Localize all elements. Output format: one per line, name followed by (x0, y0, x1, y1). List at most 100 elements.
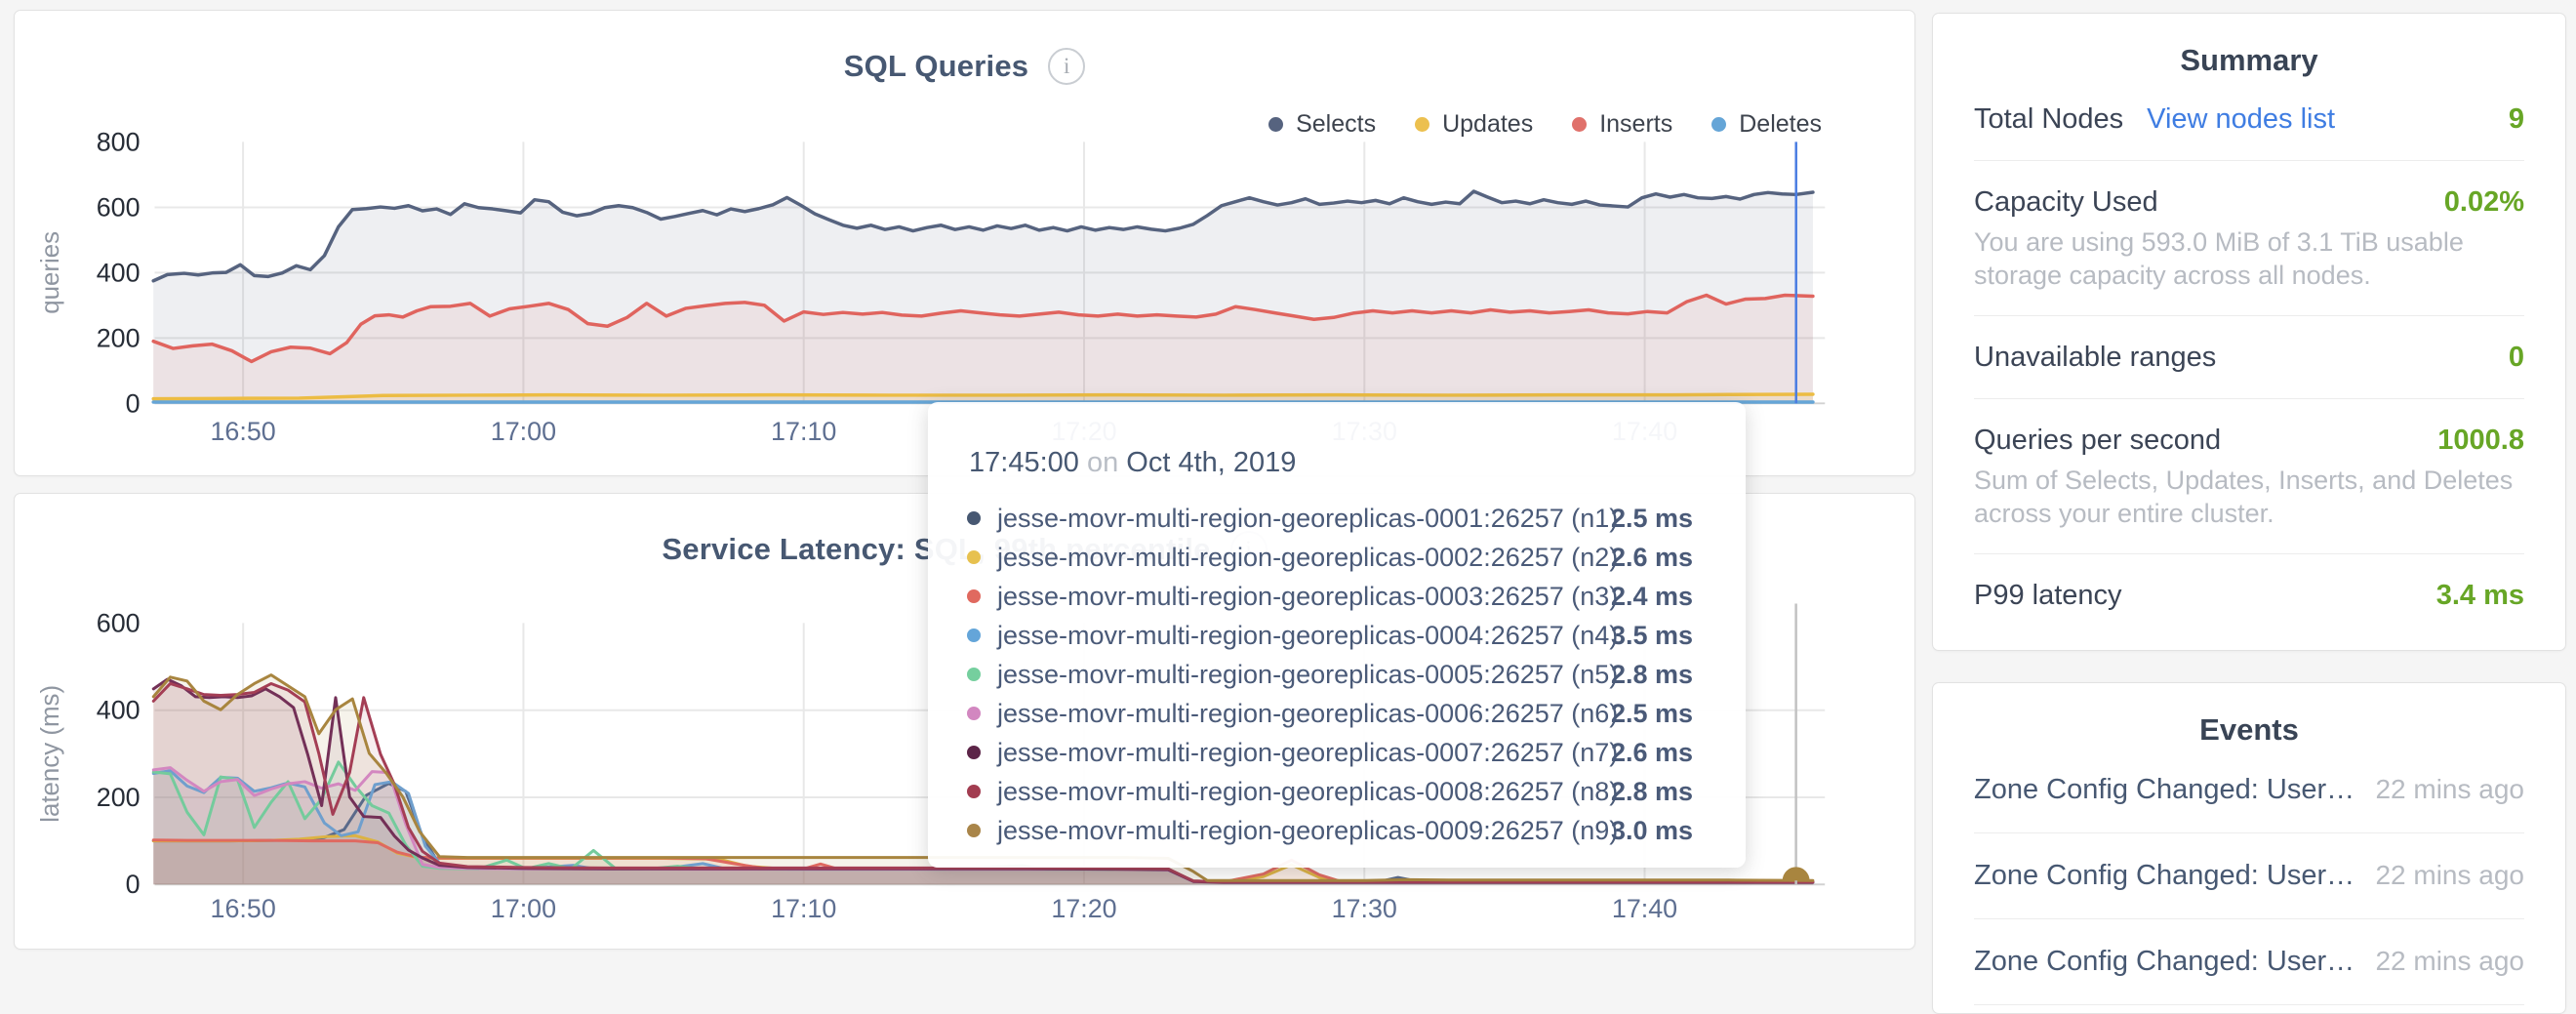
svg-text:200: 200 (97, 323, 141, 352)
qps-description: Sum of Selects, Updates, Inserts, and De… (1974, 466, 2514, 528)
tooltip-node-label: jesse-movr-multi-region-georeplicas-0002… (997, 542, 1619, 572)
tooltip-node-value: 2.8 ms (1611, 776, 1694, 806)
tooltip-row: jesse-movr-multi-region-georeplicas-0002… (967, 538, 1711, 577)
tooltip-node-value: 3.5 ms (1611, 620, 1694, 650)
legend-label: Updates (1442, 110, 1534, 138)
svg-text:600: 600 (97, 608, 141, 637)
event-time: 22 mins ago (2375, 774, 2524, 804)
svg-text:0: 0 (126, 388, 141, 418)
svg-text:17:00: 17:00 (491, 417, 556, 446)
event-label[interactable]: Zone Config Changed: User… (1974, 774, 2355, 805)
unavailable-ranges-label: Unavailable ranges (1974, 342, 2217, 373)
p99-latency-value: 3.4 ms (2435, 580, 2524, 611)
svg-text:queries: queries (37, 231, 64, 314)
tooltip-node-value: 2.4 ms (1611, 581, 1694, 611)
tooltip-node-label: jesse-movr-multi-region-georeplicas-0009… (997, 815, 1619, 845)
tooltip-node-value: 2.8 ms (1611, 659, 1694, 689)
tooltip-rows: jesse-movr-multi-region-georeplicas-0001… (967, 499, 1711, 850)
total-nodes-value: 9 (2508, 103, 2524, 135)
tooltip-node-label: jesse-movr-multi-region-georeplicas-0004… (997, 620, 1619, 650)
svg-text:17:30: 17:30 (1332, 894, 1397, 923)
svg-text:200: 200 (97, 783, 141, 812)
summary-row-capacity: Capacity Used 0.02% You are using 593.0 … (1974, 161, 2524, 316)
total-nodes-label: Total Nodes (1974, 103, 2124, 135)
sql-queries-panel: SQL Queries i Selects Updates Inserts Delet… (14, 10, 1915, 476)
tooltip-row: jesse-movr-multi-region-georeplicas-0007… (967, 733, 1711, 772)
sql-queries-chart-canvas[interactable]: 16:5017:0017:1017:2017:3017:408006004002… (15, 11, 1914, 475)
tooltip-row: jesse-movr-multi-region-georeplicas-0001… (967, 499, 1711, 538)
tooltip-conjunction: on (1086, 447, 1119, 478)
series-color-dot (967, 746, 981, 759)
tooltip-node-value: 2.6 ms (1611, 737, 1694, 767)
capacity-used-description: You are using 593.0 MiB of 3.1 TiB usabl… (1974, 227, 2464, 290)
tooltip-node-label: jesse-movr-multi-region-georeplicas-0006… (997, 698, 1619, 728)
svg-text:400: 400 (97, 258, 141, 287)
series-color-dot (967, 824, 981, 837)
event-row[interactable]: Zone Config Changed: User… 22 mins ago (1974, 748, 2524, 833)
series-color-dot (1415, 117, 1430, 132)
tooltip-row: jesse-movr-multi-region-georeplicas-0008… (967, 772, 1711, 811)
summary-title: Summary (2180, 43, 2318, 77)
series-color-dot (967, 629, 981, 642)
series-color-dot (1711, 117, 1727, 132)
series-color-dot (967, 785, 981, 798)
qps-label: Queries per second (1974, 425, 2222, 456)
capacity-used-label: Capacity Used (1974, 186, 2158, 218)
tooltip-node-label: jesse-movr-multi-region-georeplicas-0007… (997, 737, 1619, 767)
svg-text:0: 0 (126, 870, 141, 899)
legend-label: Deletes (1739, 110, 1822, 138)
event-label[interactable]: Zone Config Changed: User… (1974, 946, 2355, 977)
qps-value: 1000.8 (2437, 425, 2524, 456)
events-list: Zone Config Changed: User… 22 mins ago Zon… (1933, 748, 2565, 1005)
legend-label: Inserts (1599, 110, 1673, 138)
p99-latency-label: P99 latency (1974, 580, 2122, 611)
series-color-dot (967, 668, 981, 681)
tooltip-node-label: jesse-movr-multi-region-georeplicas-0001… (997, 503, 1619, 533)
svg-text:16:50: 16:50 (211, 894, 276, 923)
event-label[interactable]: Zone Config Changed: User… (1974, 860, 2355, 891)
tooltip-timestamp: 17:45:00 on Oct 4th, 2019 (969, 447, 1711, 479)
legend-item-selects[interactable]: Selects (1268, 110, 1376, 139)
svg-text:17:10: 17:10 (771, 417, 836, 446)
svg-text:17:20: 17:20 (1051, 894, 1116, 923)
tooltip-row: jesse-movr-multi-region-georeplicas-0009… (967, 811, 1711, 850)
series-color-dot (967, 589, 981, 603)
legend-item-inserts[interactable]: Inserts (1572, 110, 1672, 139)
svg-text:400: 400 (97, 696, 141, 725)
svg-text:800: 800 (97, 127, 141, 156)
cluster-overview-page: SQL Queries i Selects Updates Inserts Delet… (14, 10, 2566, 1014)
svg-text:17:10: 17:10 (771, 894, 836, 923)
service-latency-chart-canvas[interactable]: 16:50 17:00 17:10 17:20 17:30 17:40 600 400 200 0… (15, 494, 1914, 949)
tooltip-time: 17:45:00 (969, 447, 1079, 478)
series-color-dot (967, 550, 981, 564)
tooltip-node-value: 2.6 ms (1611, 542, 1694, 572)
tooltip-row: jesse-movr-multi-region-georeplicas-0006… (967, 694, 1711, 733)
tooltip-node-value: 2.5 ms (1611, 503, 1694, 533)
legend-item-updates[interactable]: Updates (1415, 110, 1533, 139)
unavailable-ranges-value: 0 (2508, 342, 2524, 373)
tooltip-row: jesse-movr-multi-region-georeplicas-0003… (967, 577, 1711, 616)
svg-text:17:00: 17:00 (491, 894, 556, 923)
view-nodes-list-link[interactable]: View nodes list (2147, 103, 2336, 135)
chart-hover-tooltip: 17:45:00 on Oct 4th, 2019 jesse-movr-mul… (928, 402, 1746, 868)
sql-queries-title: SQL Queries (843, 49, 1029, 83)
event-time: 22 mins ago (2375, 860, 2524, 890)
events-title: Events (2199, 712, 2299, 747)
svg-text:17:40: 17:40 (1612, 894, 1677, 923)
summary-panel: Summary Total Nodes View nodes list 9 Ca… (1932, 13, 2566, 651)
svg-text:latency (ms): latency (ms) (37, 685, 64, 823)
tooltip-node-value: 2.5 ms (1611, 698, 1694, 728)
series-color-dot (1572, 117, 1588, 132)
svg-text:16:50: 16:50 (210, 417, 275, 446)
event-row[interactable]: Zone Config Changed: User… 22 mins ago (1974, 919, 2524, 1005)
capacity-used-value: 0.02% (2443, 186, 2524, 218)
tooltip-row: jesse-movr-multi-region-georeplicas-0004… (967, 616, 1711, 655)
tooltip-node-label: jesse-movr-multi-region-georeplicas-0003… (997, 581, 1619, 611)
legend-label: Selects (1296, 110, 1377, 138)
event-row[interactable]: Zone Config Changed: User… 22 mins ago (1974, 833, 2524, 919)
series-color-dot (967, 707, 981, 720)
info-icon[interactable]: i (1048, 48, 1086, 85)
legend-item-deletes[interactable]: Deletes (1711, 110, 1822, 139)
sql-queries-title-row: SQL Queries i (15, 48, 1914, 85)
summary-row-qps: Queries per second 1000.8 Sum of Selects… (1974, 399, 2524, 554)
